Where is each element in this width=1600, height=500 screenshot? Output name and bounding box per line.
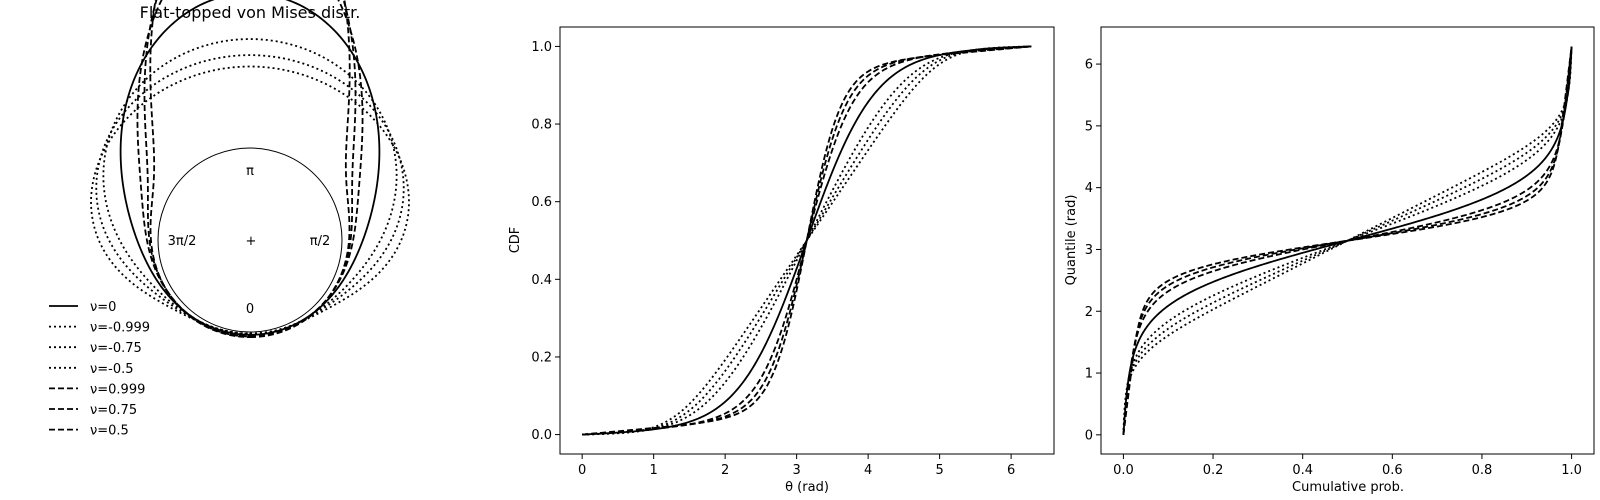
y-tick-label: 2 bbox=[1085, 305, 1093, 320]
quantile-ylabel: Quantile (rad) bbox=[1064, 195, 1079, 286]
y-tick-label: 0.4 bbox=[531, 273, 552, 288]
angle-label-top: π bbox=[246, 164, 254, 179]
x-tick-label: 0.8 bbox=[1472, 463, 1493, 478]
polar-title: Flat-topped von Mises distr. bbox=[140, 3, 361, 22]
x-tick-label: 0 bbox=[578, 463, 586, 478]
x-tick-label: 3 bbox=[792, 463, 800, 478]
legend-label: ν=0.999 bbox=[90, 382, 145, 397]
legend: ν=0 ν=-0.999 ν=-0.75 ν=-0.5 ν=0.999 ν=0.75 ν=0… bbox=[49, 300, 150, 439]
angle-label-left: 3π/2 bbox=[168, 234, 197, 249]
polar-curves bbox=[90, 0, 410, 339]
y-tick-label: 0.0 bbox=[531, 428, 552, 443]
y-tick-label: 6 bbox=[1085, 58, 1093, 73]
x-tick-label: 2 bbox=[721, 463, 729, 478]
legend-item-0-5: ν=-0.5 bbox=[49, 362, 134, 377]
quantile-series-0-999 bbox=[1122, 46, 1573, 435]
x-tick-label: 1 bbox=[650, 463, 658, 478]
x-tick-label: 0.4 bbox=[1292, 463, 1313, 478]
cdf-series-0-5 bbox=[582, 45, 1032, 436]
y-tick-label: 1.0 bbox=[531, 40, 552, 55]
angle-label-bottom: 0 bbox=[246, 302, 254, 317]
cdf-series-0-75 bbox=[582, 45, 1032, 436]
legend-label: ν=-0.999 bbox=[90, 321, 150, 336]
x-tick-label: 4 bbox=[864, 463, 872, 478]
x-tick-label: 0.0 bbox=[1113, 463, 1134, 478]
polar-center-marker: + bbox=[246, 234, 257, 249]
cdf-xlabel: θ (rad) bbox=[785, 480, 829, 495]
quantile-xlabel: Cumulative prob. bbox=[1292, 480, 1404, 495]
polar-series-0-999 bbox=[90, 65, 410, 335]
legend-label: ν=0.75 bbox=[90, 403, 137, 418]
y-tick-label: 3 bbox=[1085, 243, 1093, 258]
polar-panel: Flat-topped von Mises distr. π π/2 3π/2 … bbox=[49, 0, 410, 439]
x-tick-label: 0.6 bbox=[1382, 463, 1403, 478]
legend-item-0-75: ν=0.75 bbox=[49, 403, 137, 418]
y-tick-label: 0.2 bbox=[531, 350, 552, 365]
legend-label: ν=0.5 bbox=[90, 424, 129, 439]
legend-label: ν=0 bbox=[90, 300, 116, 315]
legend-item-0-5: ν=0.5 bbox=[49, 424, 129, 439]
polar-unit-circle bbox=[157, 147, 343, 333]
polar-series-0-75 bbox=[95, 54, 405, 335]
legend-item-0-999: ν=0.999 bbox=[49, 382, 145, 397]
y-tick-label: 1 bbox=[1085, 367, 1093, 382]
y-tick-label: 0 bbox=[1085, 428, 1093, 443]
x-tick-label: 0.2 bbox=[1203, 463, 1224, 478]
x-tick-label: 5 bbox=[935, 463, 943, 478]
angle-label-right: π/2 bbox=[310, 234, 330, 249]
legend-item-0-999: ν=-0.999 bbox=[49, 321, 150, 336]
y-tick-label: 0.6 bbox=[531, 195, 552, 210]
cdf-ylabel: CDF bbox=[508, 227, 523, 254]
y-tick-label: 5 bbox=[1085, 119, 1093, 134]
legend-item-0-75: ν=-0.75 bbox=[49, 341, 142, 356]
legend-label: ν=-0.5 bbox=[90, 362, 134, 377]
polar-series-0-5 bbox=[136, 0, 364, 337]
y-tick-label: 0.8 bbox=[531, 118, 552, 133]
quantile-ticks: 0.0 0.2 0.4 0.6 0.8 1.0 0 1 2 3 4 5 6 bbox=[1085, 58, 1582, 478]
x-tick-label: 1.0 bbox=[1561, 463, 1582, 478]
legend-item-0: ν=0 bbox=[49, 300, 116, 315]
y-tick-label: 4 bbox=[1085, 181, 1093, 196]
x-tick-label: 6 bbox=[1007, 463, 1015, 478]
quantile-panel: 0.0 0.2 0.4 0.6 0.8 1.0 0 1 2 3 4 5 6 Cumulative pro… bbox=[1064, 26, 1595, 495]
cdf-curves bbox=[582, 45, 1032, 436]
polar-series-0 bbox=[119, 0, 381, 336]
cdf-ticks: 0 1 2 3 4 5 6 0.0 0.2 0.4 0.6 0.8 1.0 bbox=[531, 40, 1015, 478]
quantile-curves bbox=[1122, 46, 1573, 435]
cdf-panel: 0 1 2 3 4 5 6 0.0 0.2 0.4 0.6 0.8 1.0 θ (rad) CDF bbox=[508, 26, 1055, 495]
quantile-series-0-5 bbox=[1122, 46, 1573, 435]
quantile-axes-frame bbox=[1100, 26, 1595, 455]
cdf-axes-frame bbox=[559, 26, 1055, 455]
legend-label: ν=-0.75 bbox=[90, 341, 142, 356]
